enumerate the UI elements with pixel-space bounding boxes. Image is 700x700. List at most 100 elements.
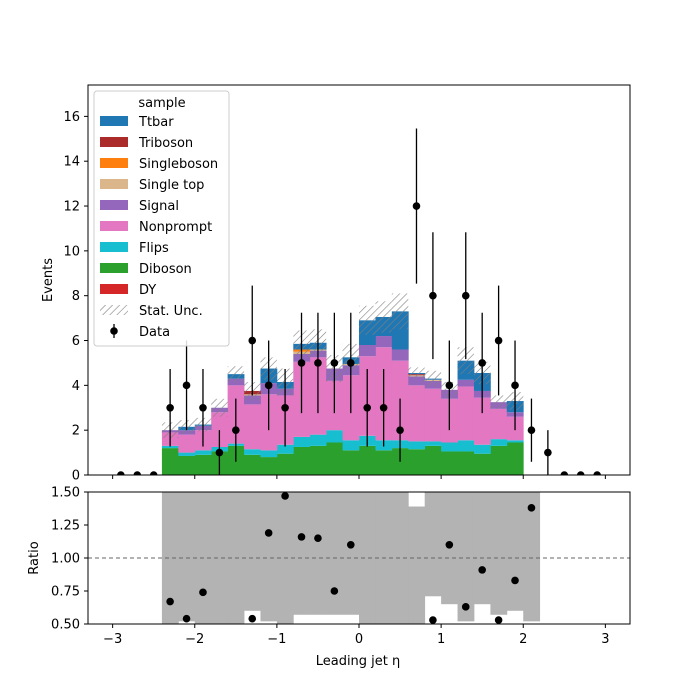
- x-tick-label: 3: [601, 632, 609, 647]
- x-tick-label: −1: [267, 632, 286, 647]
- ratio-unc-band: [408, 506, 426, 624]
- bar-flips: [178, 452, 196, 456]
- x-tick-label: 2: [519, 632, 527, 647]
- bar-flips: [506, 440, 524, 443]
- bar-flips: [408, 441, 426, 450]
- data-point: [346, 359, 355, 367]
- legend-label: Triboson: [138, 136, 193, 151]
- legend-label: Signal: [139, 199, 179, 214]
- stat-unc-band: [424, 370, 442, 387]
- bar-diboson: [293, 446, 311, 475]
- y-tick-label: 8: [72, 289, 80, 304]
- legend-swatch: [100, 158, 128, 168]
- x-tick-label: 1: [437, 632, 445, 647]
- ratio-unc-band: [490, 492, 508, 615]
- y-tick-label: 16: [63, 110, 80, 125]
- data-point: [494, 336, 503, 345]
- data-point: [297, 359, 306, 367]
- bar-diboson: [342, 450, 360, 475]
- bar-flips: [457, 440, 475, 452]
- legend-label: Data: [139, 325, 170, 340]
- main-panel: 0 2 4 6 8 10 12 14 16 Events: [41, 84, 631, 484]
- legend-data-marker: [110, 327, 118, 335]
- ratio-point: [429, 616, 437, 624]
- ratio-point: [330, 587, 339, 595]
- data-point: [248, 336, 257, 345]
- data-point: [133, 471, 142, 475]
- ratio-point: [264, 529, 273, 537]
- y-tick-label: 2: [72, 424, 80, 439]
- bar-diboson: [161, 448, 179, 475]
- ratio-y-tick-label: 0.75: [51, 585, 80, 600]
- legend-swatch-hatch: [100, 305, 128, 315]
- legend-swatch: [100, 116, 128, 126]
- bar-diboson: [194, 454, 212, 475]
- ratio-point: [511, 576, 519, 585]
- legend-title: sample: [138, 96, 185, 111]
- bar-signal: [391, 349, 409, 361]
- stat-unc-band: [211, 398, 228, 417]
- ratio-unc-band: [260, 492, 278, 622]
- bar-nonprompt: [178, 434, 196, 453]
- legend-swatch: [100, 263, 128, 273]
- legend-swatch: [100, 221, 128, 231]
- data-point: [445, 381, 454, 390]
- bar-flips: [326, 430, 343, 443]
- ratio-unc-band: [457, 492, 475, 622]
- bar-flips: [194, 450, 212, 455]
- bar-diboson: [457, 451, 475, 475]
- main-plot-area: [117, 128, 601, 475]
- ratio-point: [182, 614, 191, 623]
- ratio-unc-band: [424, 492, 442, 597]
- data-point: [593, 471, 601, 475]
- x-tick-label: −2: [185, 632, 204, 647]
- ratio-unc-band: [391, 492, 409, 624]
- bar-diboson: [326, 442, 343, 475]
- bar-nonprompt: [408, 385, 426, 442]
- bar-diboson: [490, 445, 508, 475]
- legend-label: Ttbar: [138, 115, 174, 130]
- data-point: [166, 403, 174, 412]
- ratio-unc-band: [342, 492, 360, 615]
- data-point: [215, 448, 224, 457]
- bar-diboson: [424, 445, 442, 475]
- bar-flips: [309, 434, 327, 446]
- data-point: [412, 202, 421, 210]
- legend-label: DY: [139, 283, 156, 298]
- y-tick-label: 0: [72, 469, 80, 484]
- ratio-unc-band: [506, 492, 524, 611]
- ratio-unc-band: [161, 492, 179, 624]
- ratio-unc-band: [309, 492, 327, 615]
- bar-flips: [424, 441, 442, 446]
- y-tick-label: 6: [72, 334, 80, 349]
- data-point: [560, 471, 569, 475]
- ratio-y-tick-label: 1.25: [51, 519, 80, 534]
- bar-nonprompt: [457, 386, 475, 441]
- y-tick-label: 4: [72, 379, 80, 394]
- bar-signal: [359, 345, 376, 357]
- legend-label: Single top: [139, 178, 204, 193]
- bar-flips: [342, 440, 360, 451]
- y-tick-label: 12: [63, 200, 80, 215]
- data-point: [429, 291, 437, 300]
- data-point: [379, 403, 388, 412]
- data-point: [478, 359, 486, 367]
- bar-diboson: [276, 453, 294, 475]
- bar-nonprompt: [490, 408, 508, 440]
- data-point: [232, 426, 240, 434]
- data-point: [264, 381, 273, 390]
- bar-flips: [293, 436, 311, 447]
- data-point: [182, 381, 191, 390]
- x-axis-label: Leading jet η: [316, 654, 401, 669]
- stat-unc-band: [490, 395, 507, 409]
- bar-diboson: [309, 445, 327, 475]
- data-point: [330, 359, 339, 367]
- bar-diboson: [359, 445, 376, 475]
- data-point: [527, 426, 536, 434]
- ratio-point: [297, 533, 306, 541]
- ratio-point: [346, 541, 355, 549]
- legend-swatch: [100, 284, 128, 294]
- bar-nonprompt: [244, 404, 261, 450]
- bar-flips: [244, 449, 261, 455]
- bar-diboson: [506, 442, 524, 475]
